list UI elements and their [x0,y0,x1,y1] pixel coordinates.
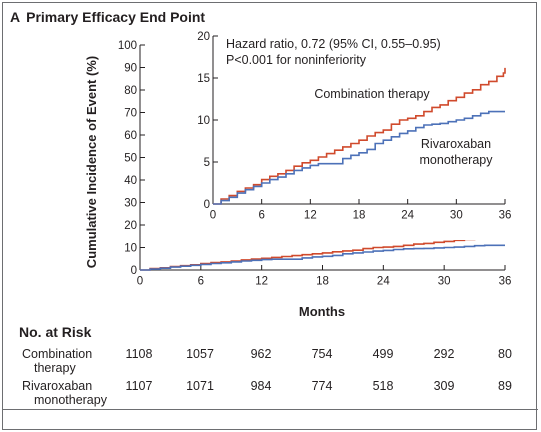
rivaroxaban-monotherapy-line [140,244,505,271]
rivaroxaban-monotherapy-label: Rivaroxaban [421,137,491,151]
risk-count: 1071 [186,379,214,393]
main-x-tick-label: 18 [316,276,329,288]
inset-y-tick-label: 10 [197,115,210,127]
panel-letter: A [10,9,21,25]
inset-x-tick-label: 24 [401,210,414,222]
inset-y-tick-label: 5 [204,157,210,169]
main-y-tick-label: 60 [124,130,137,142]
y-axis-title: Cumulative Incidence of Event (%) [84,56,99,268]
risk-row-label-line: Rivaroxaban [22,379,93,393]
risk-row-label-line: monotherapy [34,393,107,407]
figure-frame [2,2,537,430]
inset-x-tick-label: 36 [499,210,512,222]
risk-row-label: Combination therapy [0,347,92,375]
risk-count: 774 [311,379,333,393]
main-y-tick-label: 20 [124,220,137,232]
p-value-text: P<0.001 for noninferiority [226,53,367,67]
inset-plot: 0 5 10 15 20 0 6 12 18 24 30 36 Hazard ratio, 0.72 (… [185,22,521,240]
risk-count: 499 [372,347,394,361]
main-y-tick-label: 0 [131,265,137,277]
inset-y-tick-label: 15 [197,73,210,85]
inset-x-tick-label: 12 [304,210,317,222]
risk-count: 1057 [186,347,214,361]
risk-count: 89 [498,379,512,393]
x-axis-title: Months [299,304,345,319]
main-x-tick-label: 24 [377,276,390,288]
main-y-tick-label: 90 [124,63,137,75]
main-x-tick-label: 12 [255,276,268,288]
inset-x-tick-label: 6 [258,210,264,222]
risk-count: 1107 [125,379,153,393]
main-y-tick-label: 50 [124,153,137,165]
risk-count: 962 [250,347,272,361]
rivaroxaban-monotherapy-label: monotherapy [420,153,494,167]
main-x-tick-label: 36 [499,276,512,288]
risk-table-title: No. at Risk [19,324,92,340]
risk-row-label-line: therapy [34,361,76,375]
main-y-tick-label: 10 [124,243,137,255]
risk-count: 754 [311,347,333,361]
inset-x-tick-label: 0 [210,210,216,222]
risk-row-label: Rivaroxaban monotherapy [0,379,107,407]
main-x-tick-label: 0 [137,276,143,288]
risk-count: 1108 [125,347,153,361]
inset-y-tick-label: 0 [204,199,210,211]
inset-x-tick-label: 30 [450,210,463,222]
panel-title: A Primary Efficacy End Point [10,9,205,25]
risk-count: 292 [433,347,455,361]
hazard-ratio-text: Hazard ratio, 0.72 (95% CI, 0.55–0.95) [226,37,441,51]
risk-count: 518 [372,379,394,393]
risk-count: 309 [433,379,455,393]
inset-x-tick-label: 18 [353,210,366,222]
main-y-tick-label: 40 [124,175,137,187]
inset-rivaroxaban-monotherapy-line [213,110,505,205]
inset-y-tick-label: 20 [197,31,210,43]
main-y-tick-label: 100 [118,40,137,52]
main-y-tick-label: 80 [124,85,137,97]
bottom-divider [3,409,538,410]
inset-combination-therapy-line [213,67,506,205]
main-x-tick-label: 6 [198,276,204,288]
combination-therapy-line [140,233,506,271]
main-x-tick-label: 30 [438,276,451,288]
combination-therapy-label: Combination therapy [314,87,430,101]
risk-row-label-line: Combination [22,347,93,361]
main-y-tick-label: 70 [124,108,137,120]
risk-count: 80 [498,347,512,361]
panel-title-text: Primary Efficacy End Point [26,9,206,25]
risk-count: 984 [250,379,272,393]
main-y-tick-label: 30 [124,198,137,210]
